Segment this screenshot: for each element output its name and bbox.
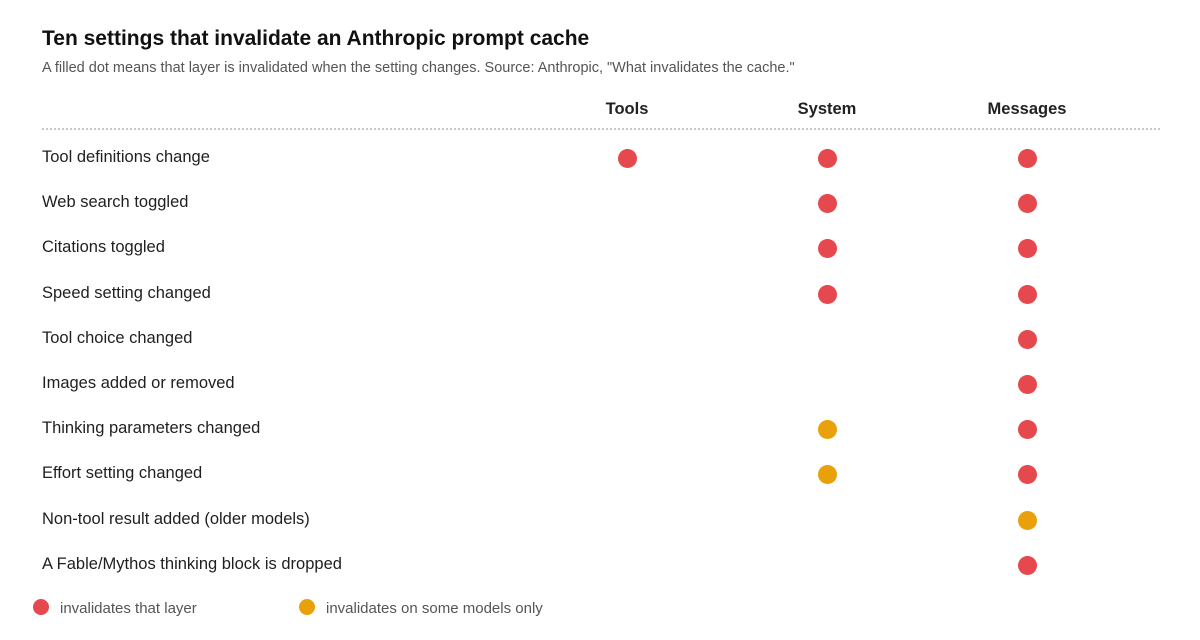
row-label: Tool definitions change bbox=[42, 148, 210, 166]
invalidated-dot-system bbox=[817, 284, 837, 304]
row-label: Non-tool result added (older models) bbox=[42, 509, 310, 528]
partial-dot-system bbox=[817, 465, 837, 485]
invalidated-dot-system bbox=[817, 149, 837, 168]
table-row: Effort setting changed bbox=[42, 459, 1160, 489]
table-row: Tool choice changed bbox=[42, 324, 1160, 354]
invalidated-dot-messages bbox=[1017, 284, 1037, 304]
partial-dot-messages bbox=[1017, 510, 1037, 530]
invalidated-dot-system bbox=[817, 239, 837, 259]
legend-dot-partial bbox=[299, 599, 315, 615]
invalidated-dot-messages bbox=[1017, 194, 1037, 214]
column-header-messages: Messages bbox=[987, 100, 1067, 118]
row-label: Images added or removed bbox=[42, 374, 235, 392]
invalidated-dot-messages bbox=[1017, 555, 1037, 575]
legend-label-partial: invalidates on some models only bbox=[326, 600, 543, 617]
row-label: Tool choice changed bbox=[42, 328, 193, 347]
table-row: Citations toggled bbox=[42, 233, 1160, 263]
row-label: Citations toggled bbox=[42, 238, 165, 257]
table-row: Tool definitions change bbox=[42, 143, 1160, 173]
table-row: Non-tool result added (older models) bbox=[42, 505, 1160, 535]
row-label: Effort setting changed bbox=[42, 464, 203, 483]
chart-title: Ten settings that invalidate an Anthropi… bbox=[42, 27, 590, 50]
invalidated-dot-messages bbox=[1017, 329, 1037, 349]
invalidated-dot-messages bbox=[1017, 149, 1037, 168]
invalidated-dot-tools bbox=[617, 149, 637, 168]
legend-dot-full bbox=[33, 599, 49, 615]
legend-label-full: invalidates that layer bbox=[60, 600, 197, 617]
invalidated-dot-system bbox=[817, 194, 837, 214]
column-header-tools: Tools bbox=[605, 100, 649, 118]
header-divider bbox=[42, 128, 1160, 130]
row-label: Thinking parameters changed bbox=[42, 419, 261, 438]
table-row: Web search toggled bbox=[42, 188, 1160, 218]
row-label: A Fable/Mythos thinking block is dropped bbox=[42, 554, 342, 573]
invalidated-dot-messages bbox=[1017, 420, 1037, 440]
invalidated-dot-messages bbox=[1017, 239, 1037, 259]
column-header-system: System bbox=[797, 100, 857, 118]
table-row: Speed setting changed bbox=[42, 279, 1160, 309]
invalidated-dot-messages bbox=[1017, 375, 1037, 394]
table-row: A Fable/Mythos thinking block is dropped bbox=[42, 550, 1160, 580]
invalidated-dot-messages bbox=[1017, 465, 1037, 485]
table-row: Thinking parameters changed bbox=[42, 414, 1160, 444]
row-label: Speed setting changed bbox=[42, 283, 211, 302]
table-row: Images added or removed bbox=[42, 369, 1160, 399]
partial-dot-system bbox=[817, 420, 837, 440]
chart-subtitle: A filled dot means that layer is invalid… bbox=[42, 60, 795, 76]
row-label: Web search toggled bbox=[42, 193, 189, 212]
